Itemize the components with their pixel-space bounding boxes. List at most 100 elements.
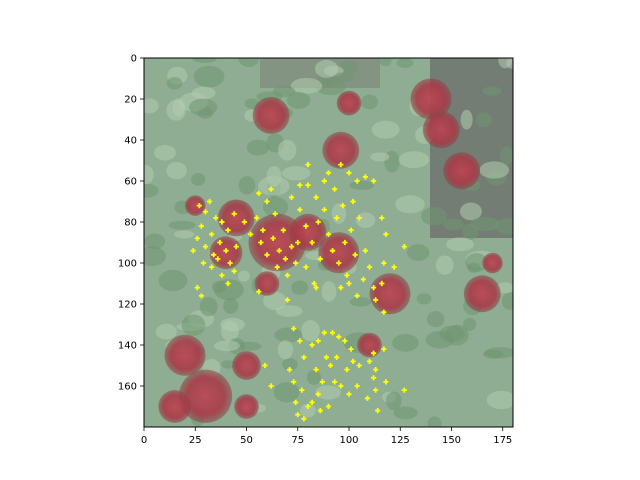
scatter-point — [270, 235, 276, 241]
scatter-point — [190, 248, 196, 254]
photo-leaf — [355, 212, 376, 228]
photo-leaf — [214, 340, 240, 352]
scatter-point — [256, 190, 262, 196]
scatter-point — [352, 252, 358, 258]
scatter-point — [293, 399, 299, 405]
photo-leaf — [370, 152, 390, 162]
scatter-point — [375, 408, 381, 414]
scatter-point — [301, 416, 307, 422]
photo-leaf — [144, 246, 167, 267]
scatter-point — [313, 285, 319, 291]
scatter-point — [295, 412, 301, 418]
scatter-point — [373, 367, 379, 373]
x-tick-label: 125 — [391, 435, 410, 446]
photo-leaf — [246, 139, 270, 156]
photo-leaf — [144, 98, 159, 114]
photo-leaf — [274, 327, 303, 343]
scatter-point — [209, 264, 215, 270]
scatter-point — [327, 362, 334, 369]
scatter-point — [258, 239, 264, 246]
photo-rose — [422, 111, 460, 149]
scatter-point — [305, 182, 311, 188]
scatter-point — [276, 248, 282, 254]
photo-leaf — [301, 320, 320, 342]
scatter-point — [366, 358, 373, 364]
photo-leaf — [211, 280, 227, 294]
scatter-point — [297, 182, 303, 188]
photo-leaf — [273, 382, 300, 403]
photo-rose — [443, 152, 481, 190]
scatter-point — [364, 395, 371, 401]
scatter-point — [207, 198, 213, 205]
photo-leaf — [168, 220, 196, 230]
photo-rose — [336, 90, 362, 116]
photo-leaf — [153, 145, 176, 161]
scatter-point — [297, 207, 303, 213]
scatter-point — [262, 362, 268, 369]
photo-leaf — [349, 297, 372, 307]
photo-leaf — [379, 58, 392, 67]
photo-leaf — [395, 195, 425, 214]
photo-leaf — [496, 282, 513, 294]
photo-rose — [463, 275, 501, 313]
photo-leaf — [332, 72, 355, 83]
scatter-point — [264, 252, 270, 258]
scatter-point — [379, 215, 385, 221]
photo-leaf — [282, 166, 311, 181]
scatter-point — [346, 391, 352, 397]
x-tick-label: 175 — [493, 435, 512, 446]
y-tick-label: 60 — [124, 177, 137, 188]
photo-rose — [185, 195, 206, 216]
scatter-point — [330, 248, 336, 254]
scatter-point — [342, 338, 348, 344]
photo-leaf — [286, 91, 311, 109]
photo-leaf — [463, 317, 477, 331]
photo-leaf — [498, 58, 513, 69]
photo-rose — [254, 271, 280, 296]
y-tick-label: 80 — [124, 218, 137, 229]
scatter-point — [336, 260, 342, 266]
scatter-point — [309, 399, 315, 405]
photo-leaf — [223, 298, 239, 314]
scatter-point — [284, 272, 291, 278]
scatter-point — [213, 215, 219, 221]
scatter-point — [391, 264, 397, 270]
photo-leaf — [482, 86, 502, 96]
photo-leaf — [321, 281, 337, 302]
scatter-point — [371, 178, 377, 184]
photo-leaf — [166, 77, 183, 90]
photo-leaf — [459, 202, 482, 221]
scatter-point — [354, 293, 360, 299]
photo-leaf — [360, 94, 378, 110]
scatter-point — [323, 354, 330, 360]
photo-leaf — [238, 176, 256, 195]
photo-leaf — [144, 233, 166, 250]
scatter-point — [340, 203, 346, 209]
scatter-point — [297, 338, 303, 344]
photo-leaf — [442, 218, 464, 231]
scatter-point — [225, 227, 231, 233]
scatter-point — [383, 379, 389, 385]
scatter-point — [332, 186, 338, 192]
scatter-point — [264, 198, 270, 205]
photo-leaf — [277, 340, 294, 360]
photo-rose — [158, 390, 192, 423]
photo-leaf — [393, 406, 418, 420]
scatter-point — [338, 285, 344, 291]
photo-rose — [410, 78, 452, 120]
x-tick-label: 150 — [442, 435, 461, 446]
scatter-point — [215, 256, 221, 262]
scatter-point — [342, 239, 348, 246]
photo-leaf — [385, 391, 402, 411]
scatter-point — [321, 178, 327, 184]
scatter-point — [321, 330, 327, 336]
photo-leaf — [181, 314, 206, 336]
y-tick-label: 20 — [124, 95, 137, 106]
scatter-point — [317, 256, 323, 262]
photo-leaf — [300, 403, 316, 418]
scatter-point — [293, 260, 299, 266]
scatter-point — [225, 280, 231, 287]
photo-leaf — [290, 77, 323, 94]
x-tick-label: 50 — [240, 435, 253, 446]
photo-leaf — [392, 334, 419, 352]
